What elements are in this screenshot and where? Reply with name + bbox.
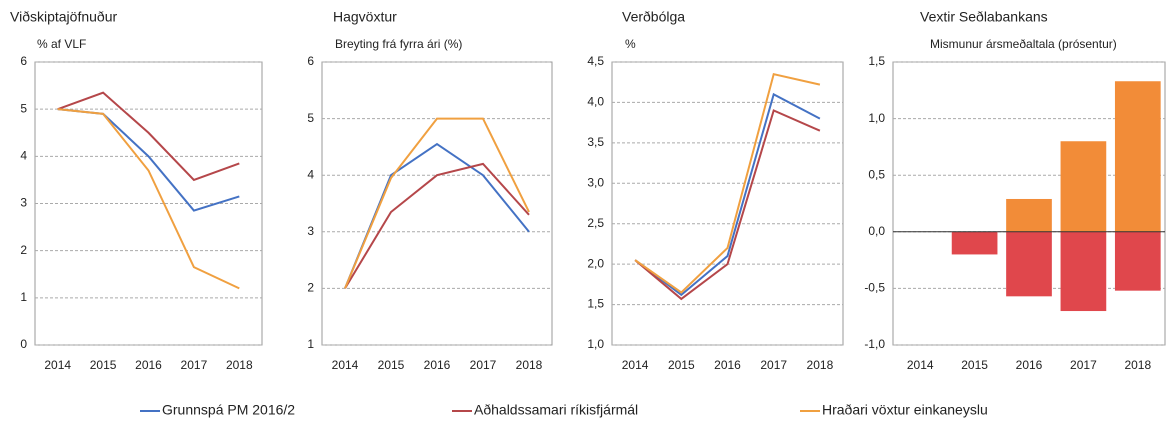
plot-frame	[611, 61, 844, 346]
y-tick-label: 1,5	[587, 297, 604, 311]
y-tick-label: 1	[20, 290, 27, 304]
chart-subtitle: Breyting frá fyrra ári (%)	[335, 37, 462, 51]
y-tick-label: 3	[307, 224, 314, 238]
x-tick-label: 2017	[1070, 358, 1097, 372]
x-tick-label: 2015	[90, 358, 117, 372]
y-tick-label: 3,5	[587, 135, 604, 149]
x-tick-label: 2017	[760, 358, 787, 372]
chart-subtitle: Mismunur ársmeðaltala (prósentur)	[930, 37, 1117, 51]
line-series	[57, 108, 240, 290]
y-tick-label: 2	[20, 243, 27, 257]
x-tick-label: 2014	[332, 358, 359, 372]
chart-title: Hagvöxtur	[333, 9, 397, 25]
x-tick-label: 2014	[44, 358, 71, 372]
y-tick-label: 1	[307, 337, 314, 351]
bar	[951, 231, 998, 255]
line-series	[57, 91, 240, 182]
chart-title: Viðskiptajöfnuður	[10, 9, 117, 25]
y-tick-label: -1,0	[864, 337, 885, 351]
x-tick-label: 2015	[668, 358, 695, 372]
x-tick-label: 2014	[622, 358, 649, 372]
y-tick-label: 1,5	[868, 54, 885, 68]
bar	[1114, 81, 1161, 232]
bar	[1060, 231, 1107, 312]
chart-subtitle: %	[625, 37, 636, 51]
x-tick-label: 2014	[907, 358, 934, 372]
y-tick-label: 0,0	[868, 224, 885, 238]
y-tick-label: 5	[307, 111, 314, 125]
chart-title: Verðbólga	[622, 9, 685, 25]
y-tick-label: 2	[307, 281, 314, 295]
x-tick-label: 2017	[181, 358, 208, 372]
y-tick-label: 5	[20, 101, 27, 115]
y-tick-label: 6	[307, 54, 314, 68]
y-tick-label: 0,5	[868, 167, 885, 181]
bar	[1006, 198, 1052, 232]
x-tick-label: 2018	[1124, 358, 1151, 372]
x-tick-label: 2016	[424, 358, 451, 372]
y-tick-label: 3	[20, 196, 27, 210]
x-tick-label: 2016	[1016, 358, 1043, 372]
bar	[1114, 231, 1161, 291]
x-tick-label: 2015	[961, 358, 988, 372]
line-series	[634, 72, 821, 294]
y-tick-label: -0,5	[864, 281, 885, 295]
y-tick-label: 6	[20, 54, 27, 68]
line-series	[57, 108, 240, 212]
chart-title: Vextir Seðlabankans	[920, 9, 1048, 25]
line-series	[634, 92, 821, 297]
line-series	[344, 117, 530, 289]
line-series	[344, 142, 530, 289]
line-series	[344, 162, 530, 289]
y-tick-label: 1,0	[587, 337, 604, 351]
x-tick-label: 2015	[378, 358, 405, 372]
y-tick-label: 4,0	[587, 95, 604, 109]
legend-label: Aðhaldssamari ríkisfjármál	[474, 402, 638, 418]
legend-label: Grunnspá PM 2016/2	[162, 402, 295, 418]
y-tick-label: 2,0	[587, 256, 604, 270]
x-tick-label: 2016	[135, 358, 162, 372]
y-tick-label: 2,5	[587, 216, 604, 230]
legend-label: Hraðari vöxtur einkaneyslu	[822, 402, 988, 418]
y-tick-label: 1,0	[868, 111, 885, 125]
y-tick-label: 4	[20, 149, 27, 163]
chart-subtitle: % af VLF	[37, 37, 86, 51]
y-tick-label: 4,5	[587, 54, 604, 68]
x-tick-label: 2017	[470, 358, 497, 372]
bar	[1060, 141, 1107, 232]
y-tick-label: 3,0	[587, 175, 604, 189]
bar	[1006, 231, 1052, 297]
x-tick-label: 2016	[714, 358, 741, 372]
y-tick-label: 4	[307, 167, 314, 181]
x-tick-label: 2018	[516, 358, 543, 372]
line-series	[634, 109, 821, 301]
y-tick-label: 0	[20, 337, 27, 351]
x-tick-label: 2018	[807, 358, 834, 372]
x-tick-label: 2018	[226, 358, 253, 372]
